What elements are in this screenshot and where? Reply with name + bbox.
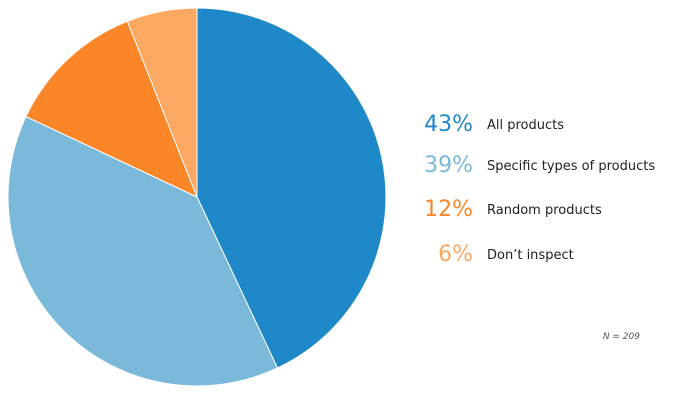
- legend-percent: 43%: [424, 112, 473, 137]
- sample-size-note: N = 209: [602, 332, 640, 342]
- slice-specific-types-of-products: [7, 115, 279, 387]
- legend-item-all-products: 43% All products: [405, 113, 665, 137]
- legend-item-specific-types-of-products: 39% Specific types of products: [405, 154, 665, 178]
- slice-all-products: [196, 7, 387, 369]
- legend-label: All products: [487, 117, 565, 133]
- legend-item-random-products: 12% Random products: [405, 198, 665, 222]
- legend-percent: 12%: [424, 197, 473, 222]
- legend-percent: 39%: [424, 153, 473, 178]
- legend: 43% All products 39% Specific types of p…: [405, 0, 665, 407]
- slice-dont-inspect: [126, 7, 198, 198]
- legend-label: Don’t inspect: [487, 247, 574, 263]
- legend-label: Random products: [487, 202, 602, 218]
- legend-item-dont-inspect: 6% Don’t inspect: [405, 243, 665, 267]
- legend-label: Specific types of products: [487, 158, 656, 174]
- legend-percent: 6%: [438, 242, 473, 267]
- slice-random-products: [25, 20, 198, 198]
